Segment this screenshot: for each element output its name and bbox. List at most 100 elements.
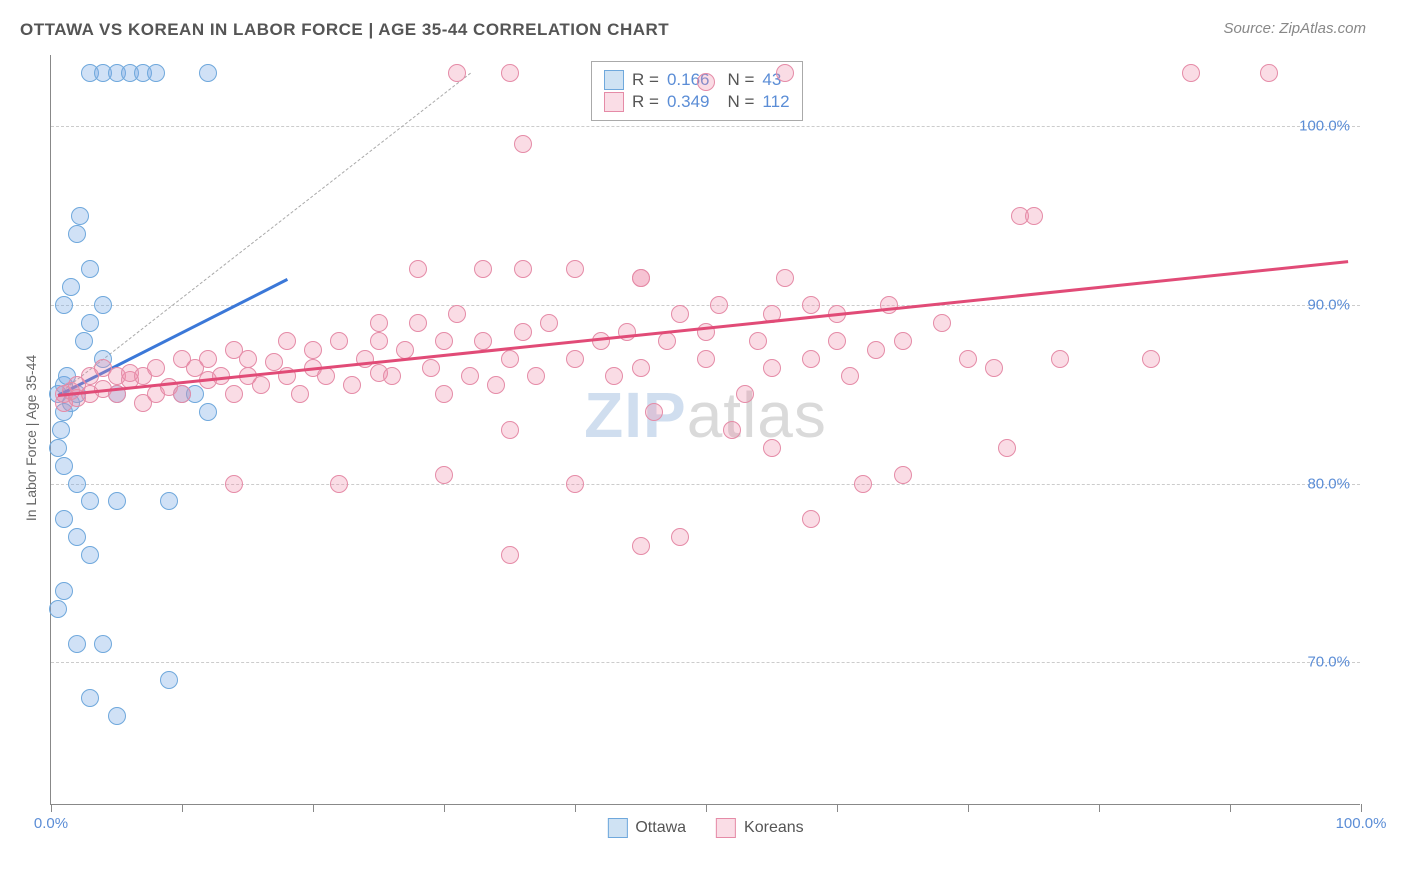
scatter-point [68,475,86,493]
scatter-point [959,350,977,368]
scatter-point [52,421,70,439]
scatter-point [49,600,67,618]
legend-item-ottawa: Ottawa [607,818,686,838]
scatter-point [435,466,453,484]
scatter-point [94,296,112,314]
legend-label-ottawa: Ottawa [635,819,686,837]
scatter-point [501,350,519,368]
scatter-point [841,367,859,385]
scatter-point [894,466,912,484]
scatter-point [632,537,650,555]
scatter-point [880,296,898,314]
y-tick-label: 70.0% [1307,654,1350,671]
chart-container: OTTAWA VS KOREAN IN LABOR FORCE | AGE 35… [20,10,1386,882]
scatter-point [566,350,584,368]
scatter-point [55,582,73,600]
r-label: R = [632,70,659,90]
scatter-point [985,359,1003,377]
scatter-point [618,323,636,341]
scatter-point [854,475,872,493]
scatter-point [514,323,532,341]
scatter-point [802,296,820,314]
scatter-point [252,376,270,394]
plot-area: In Labor Force | Age 35-44 ZIPatlas R = … [50,55,1360,805]
scatter-point [501,421,519,439]
scatter-point [160,492,178,510]
scatter-point [501,64,519,82]
scatter-point [396,341,414,359]
scatter-point [566,260,584,278]
gridline [51,662,1360,663]
scatter-point [802,510,820,528]
scatter-point [540,314,558,332]
scatter-point [75,332,93,350]
scatter-point [1182,64,1200,82]
scatter-point [474,332,492,350]
legend-row-koreans: R = 0.349 N = 112 [604,92,790,112]
scatter-point [94,635,112,653]
scatter-point [409,314,427,332]
scatter-point [566,475,584,493]
x-tick [575,804,576,812]
r-label: R = [632,92,659,112]
scatter-point [49,439,67,457]
scatter-point [736,385,754,403]
scatter-point [225,385,243,403]
x-tick [1230,804,1231,812]
scatter-point [671,305,689,323]
scatter-point [199,350,217,368]
scatter-point [933,314,951,332]
scatter-point [317,367,335,385]
scatter-point [1051,350,1069,368]
scatter-point [605,367,623,385]
scatter-point [55,510,73,528]
scatter-point [514,260,532,278]
scatter-point [697,350,715,368]
scatter-point [68,225,86,243]
scatter-point [763,439,781,457]
scatter-point [1260,64,1278,82]
watermark-atlas: atlas [687,379,827,451]
gridline [51,305,1360,306]
watermark: ZIPatlas [584,378,827,452]
scatter-point [1025,207,1043,225]
scatter-point [461,367,479,385]
scatter-point [448,64,466,82]
chart-title: OTTAWA VS KOREAN IN LABOR FORCE | AGE 35… [20,20,669,40]
x-tick [1099,804,1100,812]
scatter-point [474,260,492,278]
scatter-point [632,269,650,287]
scatter-point [330,475,348,493]
scatter-point [291,385,309,403]
scatter-point [671,528,689,546]
source-attribution: Source: ZipAtlas.com [1223,20,1366,37]
r-value-koreans: 0.349 [667,92,710,112]
scatter-point [62,278,80,296]
scatter-point [81,689,99,707]
trend-line-koreans [57,260,1348,396]
scatter-point [370,332,388,350]
scatter-point [81,492,99,510]
scatter-point [828,332,846,350]
scatter-point [239,350,257,368]
scatter-point [710,296,728,314]
scatter-point [343,376,361,394]
scatter-point [527,367,545,385]
x-tick [968,804,969,812]
scatter-point [514,135,532,153]
scatter-point [199,403,217,421]
x-tick [51,804,52,812]
x-tick [837,804,838,812]
scatter-point [1142,350,1160,368]
scatter-point [108,707,126,725]
gridline [51,484,1360,485]
legend-series: Ottawa Koreans [607,818,803,838]
scatter-point [894,332,912,350]
n-value-koreans: 112 [762,92,789,112]
scatter-point [383,367,401,385]
scatter-point [867,341,885,359]
scatter-point [697,73,715,91]
y-axis-label: In Labor Force | Age 35-44 [23,354,39,520]
scatter-point [81,546,99,564]
scatter-point [998,439,1016,457]
